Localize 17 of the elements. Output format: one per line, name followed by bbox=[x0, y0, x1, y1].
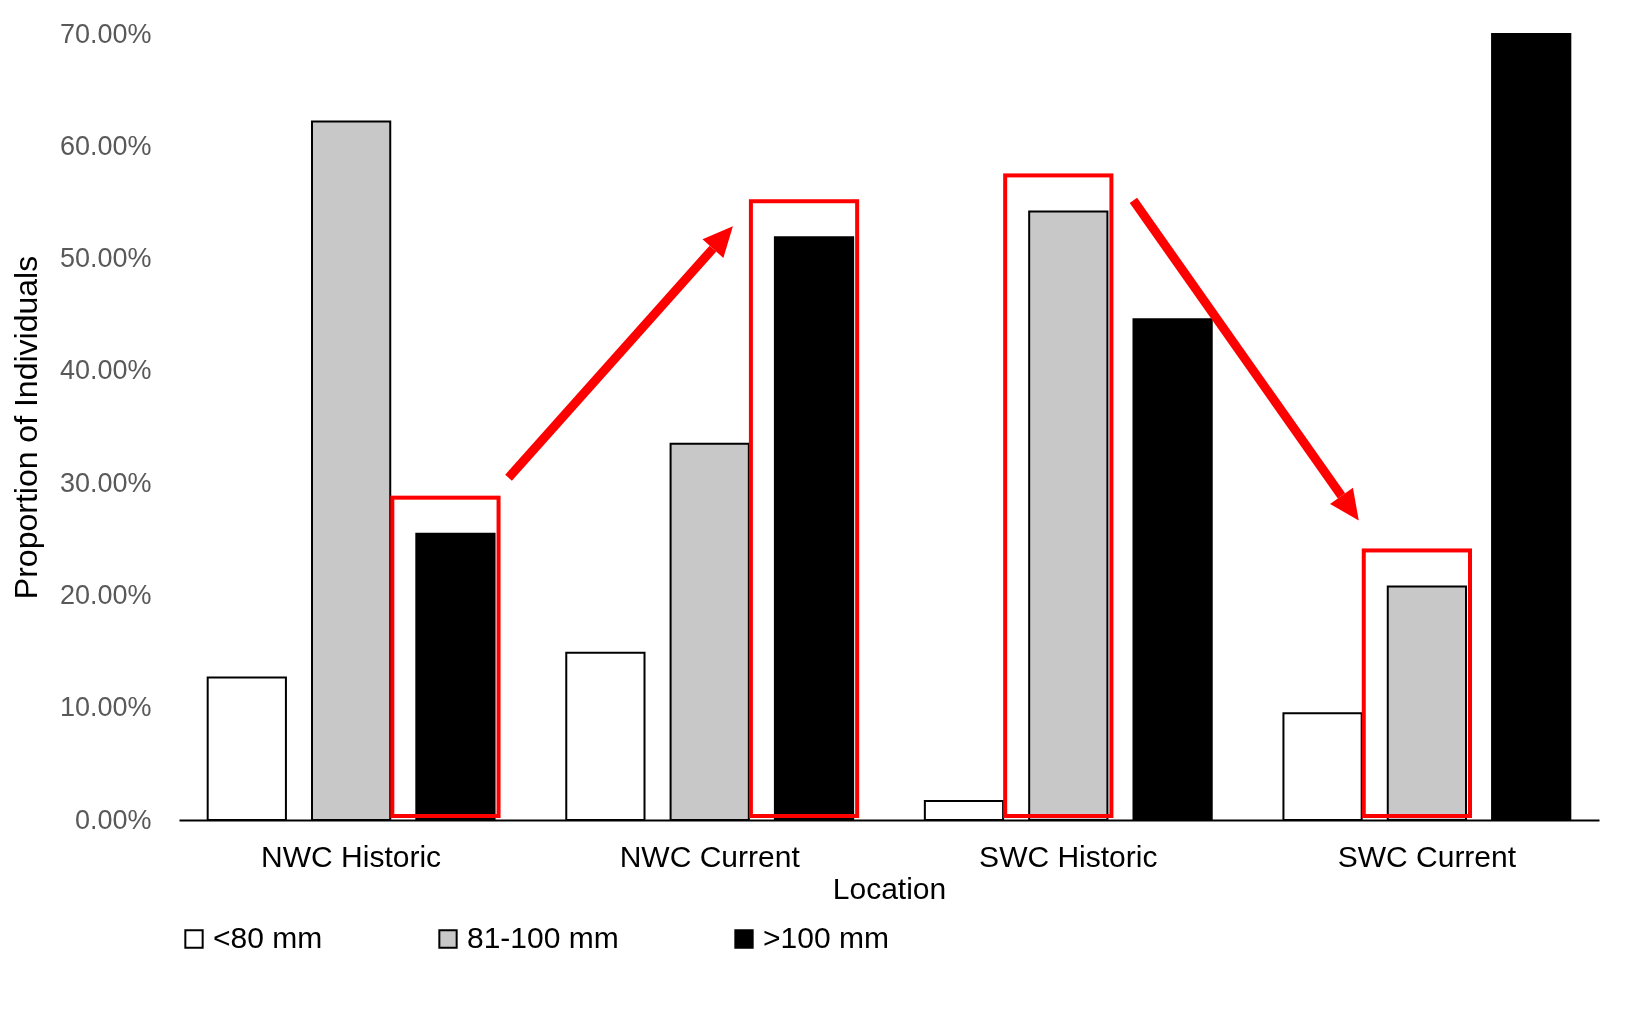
y-tick-label: 20.00% bbox=[59, 579, 152, 610]
legend-label: <80 mm bbox=[213, 921, 323, 954]
x-tick-label: SWC Historic bbox=[979, 839, 1158, 873]
y-tick-label: 10.00% bbox=[59, 692, 152, 723]
legend-label: >100 mm bbox=[763, 921, 889, 954]
y-tick-label: 40.00% bbox=[59, 355, 152, 386]
x-tick-label: SWC Current bbox=[1337, 839, 1517, 873]
legend-label: 81-100 mm bbox=[467, 921, 619, 954]
y-tick-label: 60.00% bbox=[59, 130, 152, 161]
y-tick-label: 30.00% bbox=[59, 467, 152, 498]
x-tick-label: NWC Current bbox=[619, 839, 801, 873]
x-tick-label: NWC Historic bbox=[261, 839, 442, 873]
y-tick-label: 0.00% bbox=[74, 804, 152, 835]
y-tick-label: 50.00% bbox=[59, 243, 152, 274]
x-axis-title: Location bbox=[832, 871, 947, 905]
y-tick-label: 70.00% bbox=[59, 18, 152, 49]
y-axis-title: Proportion of Individuals bbox=[7, 255, 44, 600]
